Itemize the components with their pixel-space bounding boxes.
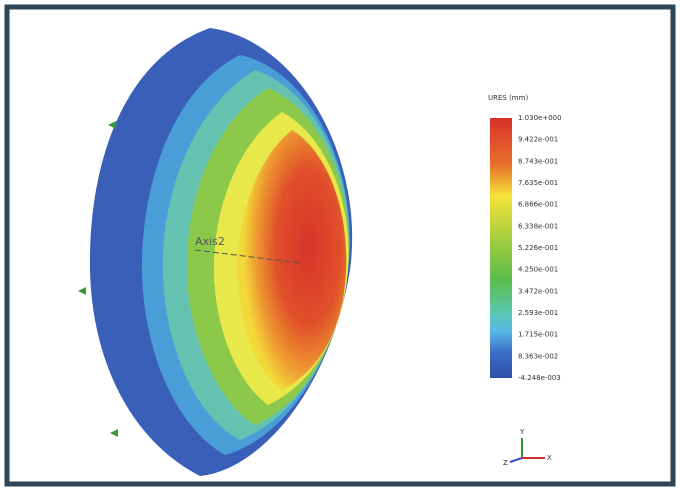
screenshot: Axis2 URES (mm) 1.030e+000 9.422e-001 8.74… — [0, 0, 680, 491]
page: Axis2 URES (mm) 1.030e+000 9.422e-001 8.74… — [0, 0, 680, 495]
legend-label: 1.715e-001 — [518, 331, 558, 339]
legend-title: URES (mm) — [488, 94, 528, 102]
triad-y: Y — [519, 428, 525, 436]
legend-label: 5.226e-001 — [518, 244, 558, 252]
legend-label: 6.338e-001 — [518, 222, 558, 230]
triad-x: X — [547, 454, 552, 462]
legend-label: -4.248e-003 — [518, 374, 561, 382]
legend-label: 1.030e+000 — [518, 114, 562, 122]
legend-label: 3.472e-001 — [518, 287, 558, 295]
legend-label: 7.635e-001 — [518, 179, 558, 187]
color-scale — [490, 118, 512, 378]
legend-label: 8.363e-002 — [518, 352, 558, 360]
legend-label: 8.743e-001 — [518, 157, 558, 165]
triad-z: Z — [503, 459, 508, 467]
legend-label: 2.593e-001 — [518, 309, 558, 317]
legend-label: 4.250e-001 — [518, 266, 558, 274]
axis-label: Axis2 — [195, 235, 225, 248]
legend-label: 9.422e-001 — [518, 136, 558, 144]
legend-label: 6.866e-001 — [518, 201, 558, 209]
